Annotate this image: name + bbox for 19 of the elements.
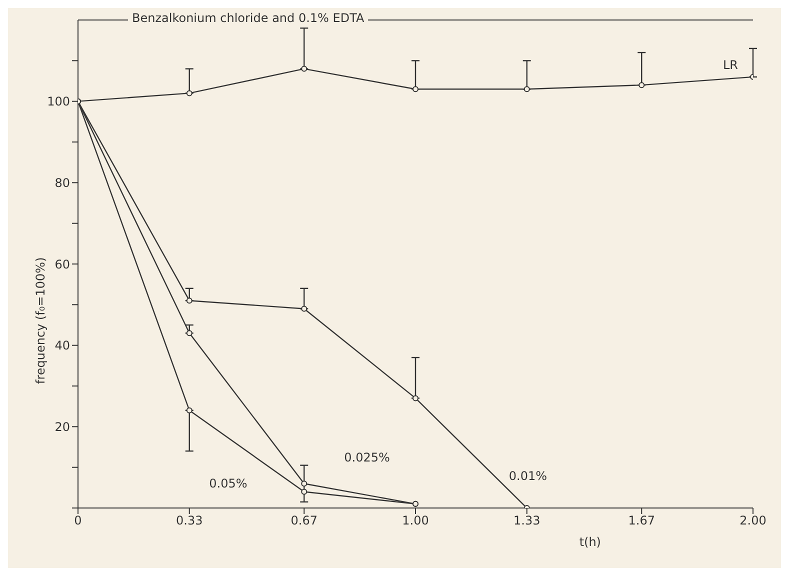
series-label: 0.01% (508, 469, 547, 483)
chart-title: Benzalkonium chloride and 0.1% EDTA (128, 11, 368, 25)
y-tick-label: 100 (47, 94, 70, 109)
x-tick-label: 1.67 (628, 514, 655, 528)
y-tick-label: 80 (54, 176, 70, 190)
y-tick-label: 40 (54, 338, 70, 353)
x-tick-label: 0.33 (176, 514, 203, 528)
y-tick-label: 60 (54, 257, 70, 272)
y-tick-label: 20 (54, 420, 70, 434)
x-tick-label: 1.00 (402, 514, 429, 528)
x-axis-title: t(h) (579, 535, 601, 549)
y-axis-title: frequency (f₀=100%) (33, 257, 48, 384)
x-tick-label: 0 (74, 514, 82, 528)
text: 0.025% (344, 450, 390, 465)
x-tick-label: 1.33 (514, 514, 540, 528)
x-tick-label: 0.67 (290, 514, 318, 528)
series-label: LR (723, 58, 738, 72)
series-label: 0.05% (209, 476, 248, 491)
x-tick-label: 2.00 (740, 514, 766, 528)
